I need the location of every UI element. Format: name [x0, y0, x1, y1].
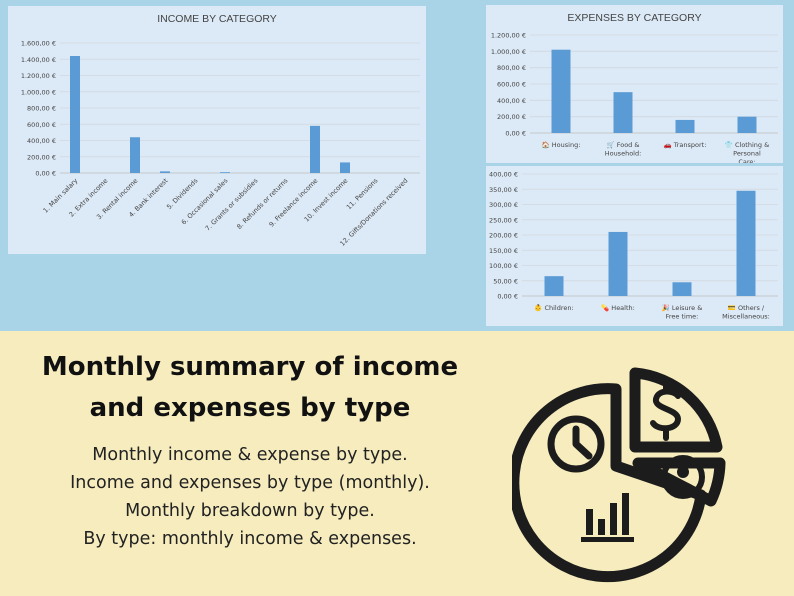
- x-tick-label: 👕 Clothing & Personal Care:: [725, 141, 769, 163]
- bar: [70, 56, 80, 173]
- y-tick-label: 0,00 €: [497, 293, 518, 301]
- y-tick-label: 0,00 €: [505, 130, 526, 138]
- y-tick-label: 800,00 €: [497, 64, 526, 72]
- y-tick-label: 400,00 €: [497, 97, 526, 105]
- y-tick-label: 1.200,00 €: [491, 32, 526, 40]
- expenses-chart-2: 0,00 € 50,00 € 100,00 € 150,00 € 200,00 € 250…: [489, 171, 778, 321]
- y-tick-label: 1.600,00 €: [21, 40, 56, 48]
- y-tick-label: 400,00 €: [27, 137, 56, 145]
- y-tick-label: 250,00 €: [489, 216, 518, 224]
- bar: [736, 190, 756, 296]
- x-tick-label: 7. Grants or subsidies: [204, 176, 260, 232]
- bar: [551, 49, 571, 134]
- subline-4: By type: monthly income & expenses.: [83, 529, 417, 549]
- y-tick-label: 1.400,00 €: [21, 56, 56, 64]
- expenses-chart-panel: EXPENSES BY CATEGORY 0,00 € 200,00 € 400,0…: [486, 5, 783, 163]
- y-tick-label: 350,00 €: [489, 186, 518, 194]
- subline-1: Monthly income & expense by type.: [92, 445, 408, 465]
- pie-chart-clock-dollar-person-bars-icon: [512, 367, 726, 583]
- x-tick-label: 8. Refunds or returns: [235, 176, 290, 231]
- y-tick-label: 200,00 €: [489, 232, 518, 240]
- y-tick-label: 1.000,00 €: [21, 88, 56, 96]
- y-tick-label: 200,00 €: [27, 153, 56, 161]
- y-tick-label: 400,00 €: [489, 171, 518, 179]
- y-tick-label: 600,00 €: [27, 121, 56, 129]
- y-tick-label: 150,00 €: [489, 247, 518, 255]
- y-tick-label: 0,00 €: [35, 170, 56, 178]
- y-tick-label: 300,00 €: [489, 201, 518, 209]
- headline: Monthly summary of income and expenses b…: [10, 347, 490, 429]
- headline-line-2: and expenses by type: [89, 393, 411, 423]
- income-chart-panel: INCOME BY CATEGORY 0,00 € 200,00 € 400,00 …: [8, 6, 426, 254]
- bar: [613, 92, 633, 133]
- y-tick-label: 600,00 €: [497, 81, 526, 89]
- y-tick-label: 1.200,00 €: [21, 72, 56, 80]
- bar: [340, 162, 350, 173]
- bar: [130, 137, 140, 173]
- x-tick-label: 💳 Others / Miscellaneous:: [722, 304, 770, 321]
- bar: [672, 282, 692, 296]
- y-tick-label: 50,00 €: [493, 277, 518, 285]
- bar: [160, 171, 170, 173]
- bar: [220, 172, 230, 173]
- expenses-chart-2-panel: 0,00 € 50,00 € 100,00 € 150,00 € 200,00 € 250…: [486, 166, 783, 326]
- x-tick-label: 💊 Health:: [601, 303, 635, 312]
- expenses-chart-1: 0,00 € 200,00 € 400,00 € 600,00 € 800,00 € 1.…: [491, 32, 778, 163]
- x-tick-label: 🏠 Housing:: [542, 141, 581, 149]
- y-tick-label: 200,00 €: [497, 113, 526, 121]
- income-chart: 0,00 € 200,00 € 400,00 € 600,00 € 800,00 € 1.…: [21, 40, 420, 248]
- bar: [608, 231, 628, 296]
- y-tick-label: 100,00 €: [489, 262, 518, 270]
- x-tick-label: 🚗 Transport:: [664, 141, 707, 149]
- headline-line-1: Monthly summary of income: [41, 352, 459, 382]
- bar: [310, 125, 320, 173]
- x-tick-label: 🎉 Leisure & Free time:: [662, 304, 703, 321]
- income-chart-title: INCOME BY CATEGORY: [157, 13, 277, 25]
- bar: [737, 116, 757, 133]
- x-tick-label: 🛒 Food & Household:: [605, 141, 642, 158]
- subline-2: Income and expenses by type (monthly).: [70, 473, 430, 493]
- expenses-chart-title: EXPENSES BY CATEGORY: [567, 12, 702, 24]
- y-tick-label: 800,00 €: [27, 105, 56, 113]
- x-tick-label: 👶 Children:: [534, 304, 573, 312]
- summary-section: Monthly summary of income and expenses b…: [0, 331, 794, 596]
- subline-3: Monthly breakdown by type.: [125, 501, 375, 521]
- bar: [675, 119, 695, 133]
- y-tick-label: 1.000,00 €: [491, 48, 526, 56]
- bar: [544, 276, 564, 296]
